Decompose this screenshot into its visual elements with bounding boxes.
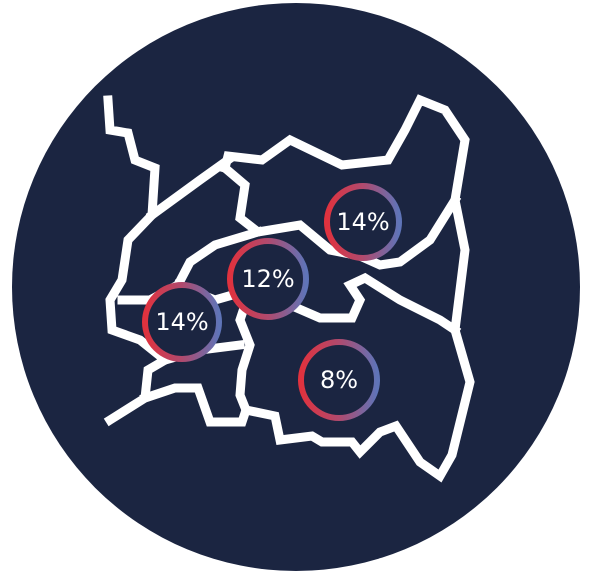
marker-ring xyxy=(298,339,380,421)
region-marker: 8% xyxy=(298,339,380,421)
region-border xyxy=(117,226,264,305)
region-percent: 14% xyxy=(155,308,208,336)
region-marker: 14% xyxy=(324,183,402,261)
region-marker: 14% xyxy=(142,282,222,362)
marker-ring xyxy=(142,282,222,362)
region-border xyxy=(218,161,462,270)
region-border xyxy=(235,284,256,416)
region-marker: 12% xyxy=(227,238,309,320)
region-percent: 14% xyxy=(336,208,389,236)
region-percent: 12% xyxy=(241,265,294,293)
region-border xyxy=(145,153,235,222)
region-percent: 8% xyxy=(320,366,358,394)
map-outline xyxy=(103,94,475,483)
marker-ring xyxy=(324,183,402,261)
marker-ring xyxy=(227,238,309,320)
